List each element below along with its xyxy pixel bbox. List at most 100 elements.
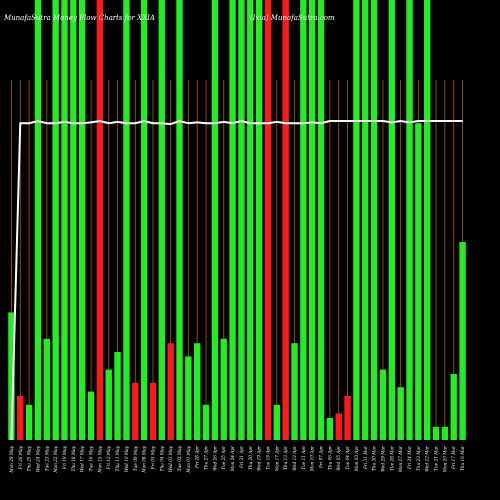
x-tick-label: Mon 20 Mar bbox=[442, 445, 447, 473]
money-flow-bar bbox=[211, 0, 219, 440]
money-flow-bar bbox=[149, 382, 157, 440]
money-flow-bar bbox=[273, 404, 280, 440]
x-tick-label: Wed 29 Mar bbox=[380, 445, 385, 472]
x-tick-label: Tue 16 May bbox=[89, 445, 94, 471]
money-flow-bar bbox=[79, 0, 86, 440]
money-flow-bar bbox=[317, 0, 325, 440]
x-tick-label: Wed 12 Apr bbox=[292, 445, 297, 471]
money-flow-bar bbox=[202, 404, 210, 440]
x-tick-label: Mon 24 Apr bbox=[230, 445, 235, 472]
x-tick-label: Thu 18 May bbox=[71, 445, 76, 471]
x-tick-label: Fri 31 Mar bbox=[363, 445, 368, 470]
x-tick-label: Tue 25 Apr bbox=[221, 445, 226, 470]
x-tick-label: Wed 26 Apr bbox=[212, 445, 217, 471]
x-axis-tick-labels: Mon 29 May Fri 26 May Thu 25 May Wed 24 May… bbox=[9, 445, 465, 474]
x-tick-label: Mon 27 Mar bbox=[398, 445, 403, 473]
x-tick-label: Fri 19 May bbox=[62, 445, 67, 470]
money-flow-bar bbox=[123, 0, 130, 440]
x-tick-label: Tue 18 Apr bbox=[265, 445, 270, 470]
x-tick-label: Thu 16 Mar bbox=[460, 445, 465, 471]
money-flow-bar bbox=[415, 123, 422, 440]
x-tick-label: Fri 21 Apr bbox=[239, 445, 244, 469]
x-tick-label: Thu 27 Apr bbox=[204, 445, 209, 470]
money-flow-bar bbox=[379, 369, 387, 440]
money-flow-bar bbox=[441, 426, 449, 440]
x-tick-label: Fri 28 Apr bbox=[195, 445, 200, 469]
price-line bbox=[10, 119, 463, 441]
money-flow-bar bbox=[87, 391, 95, 440]
x-tick-label: Tue 21 Mar bbox=[434, 445, 439, 471]
money-flow-bar bbox=[17, 396, 24, 440]
x-tick-label: Thu 04 May bbox=[159, 445, 164, 471]
money-flow-bar bbox=[326, 418, 334, 440]
x-tick-label: Wed 03 May bbox=[168, 445, 173, 472]
money-flow-bar bbox=[388, 0, 395, 440]
x-tick-label: Thu 20 Apr bbox=[248, 445, 253, 470]
x-tick-label: Mon 15 May bbox=[97, 445, 102, 473]
x-tick-label: Fri 17 Mar bbox=[451, 445, 456, 470]
money-flow-bar bbox=[8, 312, 15, 440]
x-tick-label: Wed 10 May bbox=[124, 445, 129, 472]
money-flow-bar bbox=[335, 413, 342, 440]
x-tick-label: Wed 19 Apr bbox=[257, 445, 262, 471]
money-flow-bar bbox=[96, 0, 104, 440]
money-flow-bar bbox=[220, 338, 227, 440]
x-tick-label: Fri 12 May bbox=[106, 445, 111, 470]
money-flow-bar bbox=[238, 0, 245, 440]
x-tick-label: Wed 17 May bbox=[80, 445, 85, 472]
money-flow-bar bbox=[167, 343, 174, 440]
x-tick-label: Thu 11 May bbox=[115, 445, 120, 471]
money-flow-bar bbox=[194, 343, 201, 440]
money-flow-bar bbox=[25, 404, 33, 440]
money-flow-bar bbox=[229, 0, 236, 440]
money-flow-bar bbox=[432, 426, 440, 440]
money-flow-bars bbox=[8, 0, 466, 440]
money-flow-bar bbox=[140, 0, 148, 440]
money-flow-bar bbox=[61, 0, 68, 440]
x-tick-label: Wed 05 Apr bbox=[336, 445, 341, 471]
x-tick-label: Mon 01 May bbox=[186, 445, 191, 473]
money-flow-bar bbox=[282, 0, 289, 440]
money-flow-bar bbox=[370, 0, 378, 440]
x-tick-label: Fri 07 Apr bbox=[319, 445, 324, 469]
money-flow-bar bbox=[291, 343, 298, 440]
x-tick-label: Mon 03 Apr bbox=[354, 445, 359, 472]
x-tick-label: Fri 05 May bbox=[150, 445, 155, 470]
x-tick-label: Fri 26 May bbox=[18, 445, 23, 470]
money-flow-bar bbox=[70, 0, 77, 440]
x-tick-label: Thu 06 Apr bbox=[327, 445, 332, 470]
x-tick-label: Wed 24 May bbox=[35, 445, 40, 472]
money-flow-bar bbox=[158, 0, 165, 440]
money-flow-bar bbox=[176, 0, 183, 440]
money-flow-bar bbox=[52, 0, 59, 440]
money-flow-bar bbox=[450, 374, 457, 440]
x-tick-label: Thu 30 Mar bbox=[372, 445, 377, 471]
x-tick-label: Mon 08 May bbox=[142, 445, 147, 473]
x-tick-label: Mon 17 Apr bbox=[274, 445, 279, 472]
money-flow-bar bbox=[309, 0, 316, 440]
money-flow-bar bbox=[255, 0, 263, 440]
money-flow-bar bbox=[264, 0, 272, 440]
money-flow-bar bbox=[185, 356, 192, 440]
money-flow-bar bbox=[362, 0, 369, 440]
x-tick-label: Mon 22 May bbox=[53, 445, 58, 473]
x-tick-label: Fri 24 Mar bbox=[407, 445, 412, 470]
x-tick-label: Mon 29 May bbox=[9, 445, 14, 473]
money-flow-bar bbox=[114, 352, 121, 440]
x-tick-label: Tue 28 Mar bbox=[389, 445, 394, 471]
chart-subtitle: (Ixia) MunafaSutra.com bbox=[250, 14, 335, 22]
money-flow-bar bbox=[132, 382, 139, 440]
money-flow-bar bbox=[247, 0, 254, 440]
x-tick-label: Tue 11 Apr bbox=[301, 445, 306, 470]
money-flow-bar bbox=[353, 0, 360, 440]
x-tick-label: Thu 13 Apr bbox=[283, 445, 288, 470]
x-tick-label: Tue 02 May bbox=[177, 445, 182, 471]
money-flow-bar bbox=[105, 369, 112, 440]
x-tick-label: Mon 10 Apr bbox=[310, 445, 315, 472]
x-tick-label: Thu 25 May bbox=[27, 445, 32, 471]
money-flow-bar bbox=[43, 338, 50, 440]
money-flow-bar bbox=[424, 0, 431, 440]
money-flow-bar bbox=[397, 387, 404, 440]
x-tick-label: Tue 04 Apr bbox=[345, 445, 350, 470]
